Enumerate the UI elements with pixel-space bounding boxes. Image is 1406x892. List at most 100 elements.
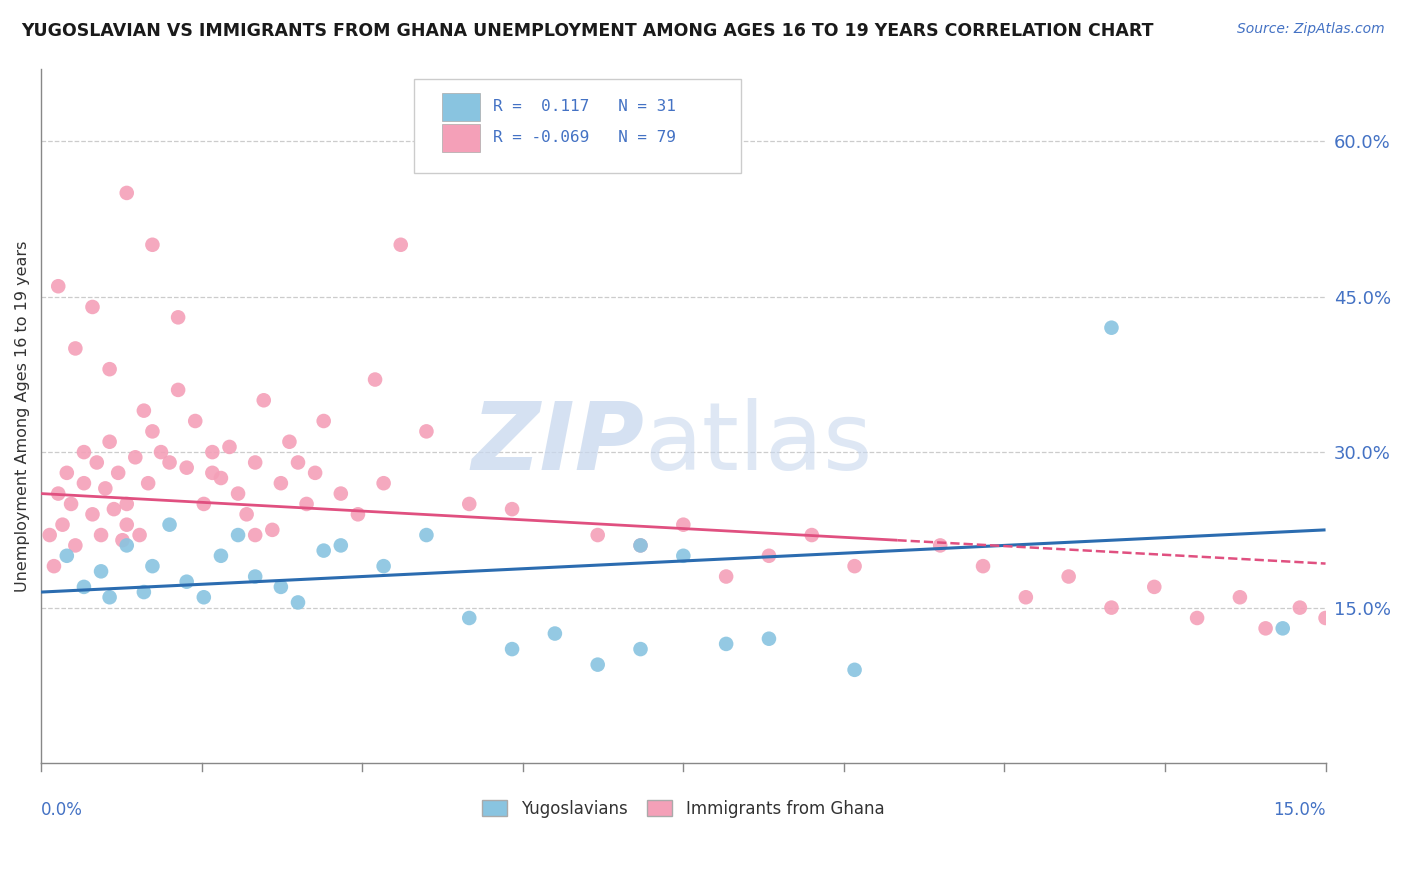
Point <box>159 517 181 532</box>
Point <box>1101 600 1123 615</box>
Point <box>373 559 395 574</box>
Point <box>56 466 79 480</box>
Point <box>243 455 266 469</box>
Point <box>312 414 335 428</box>
Point <box>193 497 215 511</box>
Point <box>1057 569 1080 583</box>
Point <box>1271 621 1294 635</box>
Point <box>312 543 335 558</box>
Point <box>415 528 437 542</box>
Point <box>415 425 437 439</box>
Point <box>672 549 695 563</box>
Point <box>167 383 190 397</box>
Text: Source: ZipAtlas.com: Source: ZipAtlas.com <box>1237 22 1385 37</box>
Point <box>262 523 284 537</box>
Point <box>1015 591 1038 605</box>
Point <box>1185 611 1208 625</box>
Point <box>218 440 240 454</box>
Point <box>90 528 112 542</box>
FancyBboxPatch shape <box>413 78 741 173</box>
Point <box>1229 591 1251 605</box>
Point <box>201 466 224 480</box>
Point <box>373 476 395 491</box>
Point <box>46 279 69 293</box>
Point <box>82 508 104 522</box>
Point <box>176 460 198 475</box>
Point <box>243 569 266 583</box>
Point <box>287 595 309 609</box>
Text: YUGOSLAVIAN VS IMMIGRANTS FROM GHANA UNEMPLOYMENT AMONG AGES 16 TO 19 YEARS CORR: YUGOSLAVIAN VS IMMIGRANTS FROM GHANA UNE… <box>21 22 1153 40</box>
Point <box>209 549 232 563</box>
Point <box>329 538 352 552</box>
Point <box>124 450 146 465</box>
Text: R = -0.069   N = 79: R = -0.069 N = 79 <box>494 130 676 145</box>
Point <box>209 471 232 485</box>
Point <box>630 642 652 657</box>
Point <box>201 445 224 459</box>
Point <box>73 580 96 594</box>
Y-axis label: Unemployment Among Ages 16 to 19 years: Unemployment Among Ages 16 to 19 years <box>15 240 30 591</box>
Point <box>630 538 652 552</box>
Point <box>347 508 370 522</box>
Point <box>758 549 780 563</box>
Point <box>329 486 352 500</box>
Point <box>103 502 125 516</box>
Point <box>98 591 121 605</box>
Point <box>758 632 780 646</box>
Point <box>458 611 481 625</box>
Point <box>364 372 387 386</box>
Point <box>65 342 87 356</box>
Point <box>270 580 292 594</box>
Point <box>844 559 866 574</box>
Point <box>1254 621 1277 635</box>
Text: 15.0%: 15.0% <box>1272 801 1326 820</box>
Point <box>167 310 190 325</box>
Point <box>65 538 87 552</box>
Point <box>972 559 994 574</box>
Point <box>141 237 163 252</box>
Text: R =  0.117   N = 31: R = 0.117 N = 31 <box>494 99 676 114</box>
Point <box>98 362 121 376</box>
Point <box>287 455 309 469</box>
Point <box>844 663 866 677</box>
Point <box>544 626 567 640</box>
FancyBboxPatch shape <box>441 124 481 152</box>
Text: ZIP: ZIP <box>472 398 645 490</box>
Point <box>141 559 163 574</box>
Point <box>111 533 134 548</box>
Point <box>243 528 266 542</box>
Point <box>107 466 129 480</box>
Point <box>115 517 138 532</box>
Point <box>226 486 249 500</box>
Point <box>278 434 301 449</box>
Point <box>1315 611 1337 625</box>
Point <box>184 414 207 428</box>
Point <box>714 569 737 583</box>
Text: atlas: atlas <box>645 398 873 490</box>
Point <box>56 549 79 563</box>
Point <box>630 538 652 552</box>
Point <box>304 466 326 480</box>
Point <box>159 455 181 469</box>
Point <box>136 476 159 491</box>
Point <box>90 565 112 579</box>
Point <box>86 455 108 469</box>
Point <box>672 517 695 532</box>
Point <box>501 502 523 516</box>
Point <box>1289 600 1312 615</box>
Point <box>714 637 737 651</box>
Point <box>51 517 73 532</box>
Point <box>132 585 155 599</box>
Point <box>73 476 96 491</box>
Point <box>1143 580 1166 594</box>
Text: 0.0%: 0.0% <box>41 801 83 820</box>
Point <box>800 528 823 542</box>
Point <box>389 237 412 252</box>
Point <box>82 300 104 314</box>
Point <box>141 425 163 439</box>
Point <box>115 538 138 552</box>
Point <box>60 497 83 511</box>
Point <box>226 528 249 542</box>
Point <box>929 538 952 552</box>
Point <box>42 559 65 574</box>
